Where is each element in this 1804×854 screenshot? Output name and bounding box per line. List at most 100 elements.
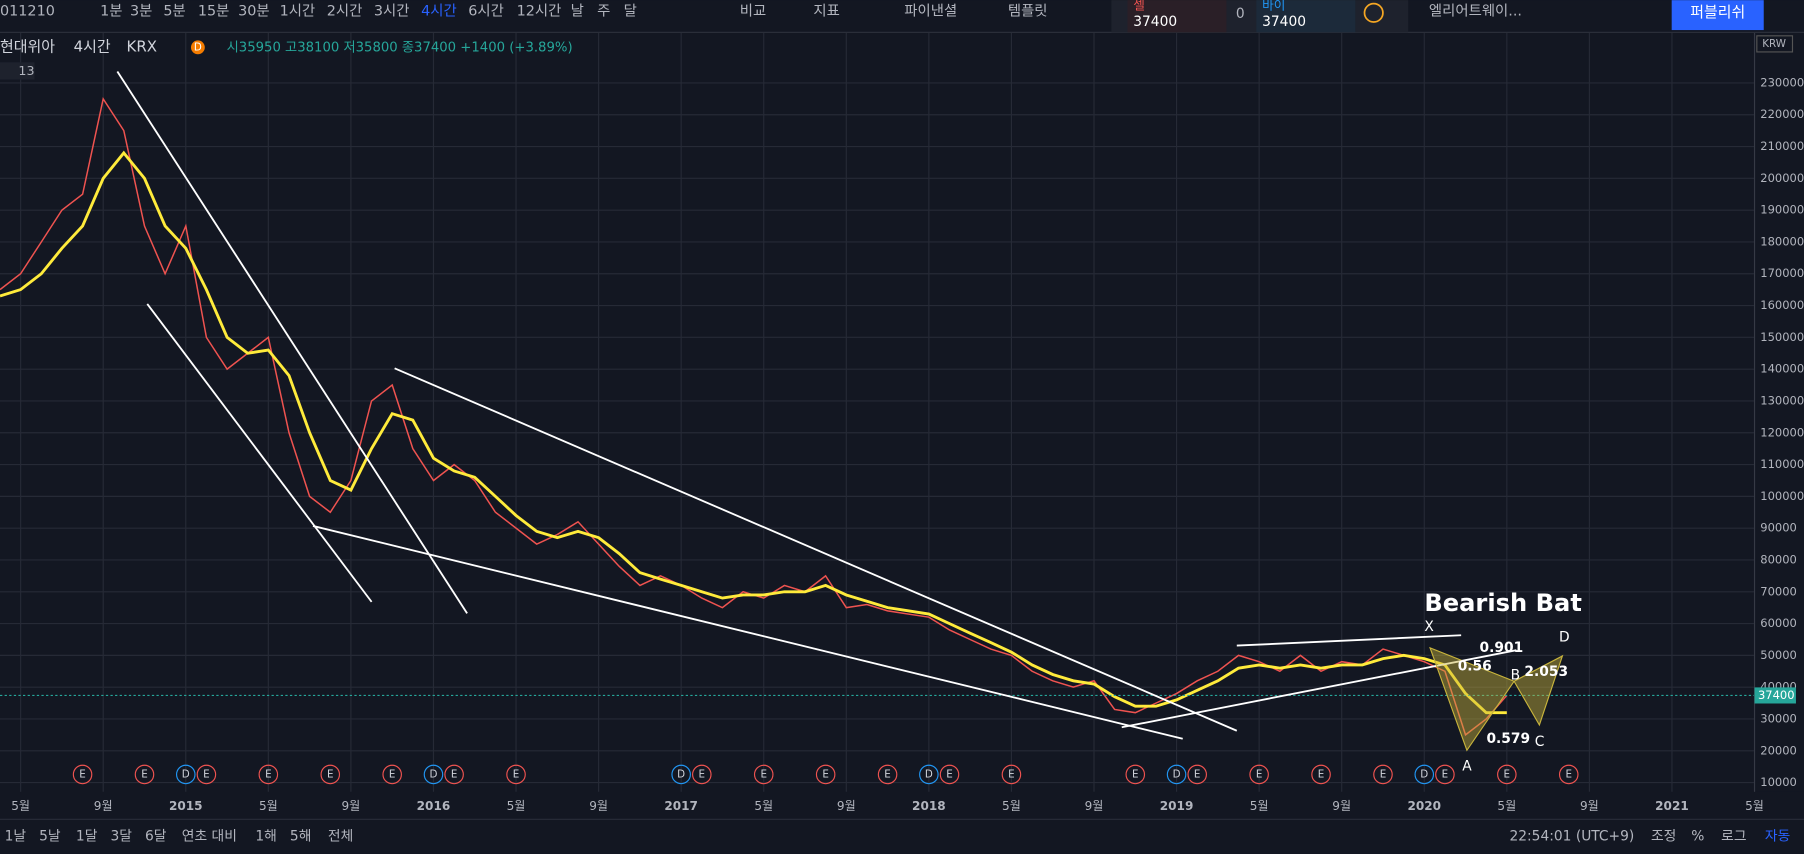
interval-list: 1분 3분 5분 15분 30분 1시간 2시간 3시간 4시간 6시간 12시간 날 주 달 [100,3,637,20]
range-button[interactable]: 연초 대비 [182,829,237,845]
publish-button[interactable] [1671,0,1764,31]
x-tick-label: 2017 [664,799,698,813]
range-button[interactable]: 3달 [110,829,132,845]
event-marker[interactable] [196,764,217,785]
axis-option[interactable]: 로그 [1721,829,1746,845]
event-marker[interactable] [919,764,939,785]
badge-label: D [194,41,202,53]
buy-button[interactable] [1256,0,1356,33]
event-marker[interactable] [382,764,402,785]
interval-button[interactable]: 30분 [238,4,270,20]
axis-option[interactable]: 조정 [1651,829,1676,845]
event-marker[interactable] [1497,764,1517,785]
event-marker[interactable] [815,764,836,785]
y-tick-label: 140000 [1760,362,1804,376]
indicator-count-box[interactable] [0,62,35,80]
event-label: E [451,768,458,780]
range-button[interactable]: 전체 [328,829,353,845]
event-marker[interactable] [423,764,444,785]
event-marker[interactable] [1249,764,1269,785]
event-marker[interactable] [1311,764,1331,785]
event-marker[interactable] [506,764,526,785]
option-list: 조정% 로그 자동 [1651,829,1790,845]
y-tick-label: 70000 [1760,584,1797,598]
event-label: E [265,768,272,780]
range-button[interactable]: 5날 [39,829,61,845]
y-tick-label: 190000 [1760,203,1804,217]
pattern-ratio: 0.901 [1480,640,1524,656]
event-marker[interactable] [671,764,691,785]
event-label: E [884,768,891,780]
range-button[interactable]: 1달 [76,829,98,845]
x-tick-label: 2015 [169,799,203,813]
badge [190,40,205,55]
range-button[interactable]: 1날 [5,829,27,845]
interval-button[interactable]: 12시간 [517,3,562,20]
pattern-ratio: 0.579 [1486,731,1530,747]
event-marker[interactable] [258,764,279,785]
templates[interactable]: 템플릿 [1008,3,1048,20]
drawing-tool[interactable]: 엘리어트웨이... [1429,3,1522,20]
event-marker[interactable] [753,764,774,785]
interval-button[interactable]: 달 [624,3,637,20]
event-marker[interactable] [175,764,196,785]
interval-button[interactable]: 6시간 [468,3,504,20]
event-marker[interactable] [1558,764,1579,785]
event-marker[interactable] [1187,764,1207,785]
event-marker[interactable] [1414,764,1435,785]
event-label: E [327,768,334,780]
event-marker[interactable] [877,764,898,785]
sell-button[interactable] [1127,0,1227,33]
event-marker[interactable] [1125,764,1146,785]
range-button[interactable]: 6달 [145,829,167,845]
x-tick-label: 9월 [1085,799,1104,813]
interval-button[interactable]: 3분 [130,4,152,20]
symbol[interactable]: 011210 [0,4,55,20]
range-list: 1날 5날 1달 3달 6달 연초 대비 1해 5해 전체 [5,829,354,845]
x-tick-label: 5월 [1250,799,1269,813]
event-marker[interactable] [320,764,341,785]
y-tick-label: 160000 [1760,298,1804,312]
interval-button[interactable]: 주 [597,4,610,20]
axis-option[interactable]: 자동 [1765,829,1790,845]
x-tick-label: 9월 [342,799,361,813]
pattern-shape[interactable] [1513,654,1564,727]
interval-button[interactable]: 1시간 [280,3,316,20]
y-tick-label: 130000 [1760,393,1804,407]
spread: 0 [1236,6,1245,22]
event-marker[interactable] [1001,764,1022,785]
range-button[interactable]: 1해 [255,829,276,845]
event-marker[interactable] [72,764,93,785]
interval-button[interactable]: 1분 [100,4,122,20]
event-marker[interactable] [444,764,464,785]
trend-line[interactable] [1236,634,1462,647]
indicators[interactable]: 지표 [813,3,839,20]
range-button[interactable]: 5해 [290,829,311,845]
trend-line[interactable] [312,525,1183,740]
trend-line[interactable] [1121,649,1517,729]
interval-button[interactable]: 5분 [163,4,185,20]
event-marker[interactable] [692,764,712,785]
interval-button[interactable]: 15분 [198,4,230,20]
trend-line[interactable] [146,303,373,603]
interval-button[interactable]: 2시간 [327,3,363,20]
pattern-shape[interactable] [1429,646,1515,752]
interval-button[interactable]: 날 [571,3,584,20]
x-tick-label: 2016 [417,799,451,813]
y-tick-label: 80000 [1760,552,1797,566]
event-label: E [1504,768,1511,780]
axis-option[interactable]: % [1691,829,1704,845]
event-marker[interactable] [1373,764,1393,785]
event-marker[interactable] [1435,764,1455,785]
event-marker[interactable] [1166,764,1187,785]
financials[interactable]: 파이낸셜 [904,3,957,20]
trend-line[interactable] [394,367,1238,732]
symbol-name: 현대위아 [0,37,55,55]
interval-button[interactable]: 3시간 [374,3,410,20]
event-marker[interactable] [939,764,960,785]
event-marker[interactable] [134,764,155,785]
compare[interactable]: 비교 [740,3,766,20]
trend-line[interactable] [116,70,468,614]
info-icon[interactable] [1363,2,1384,23]
interval-button[interactable]: 4시간 [421,3,457,20]
